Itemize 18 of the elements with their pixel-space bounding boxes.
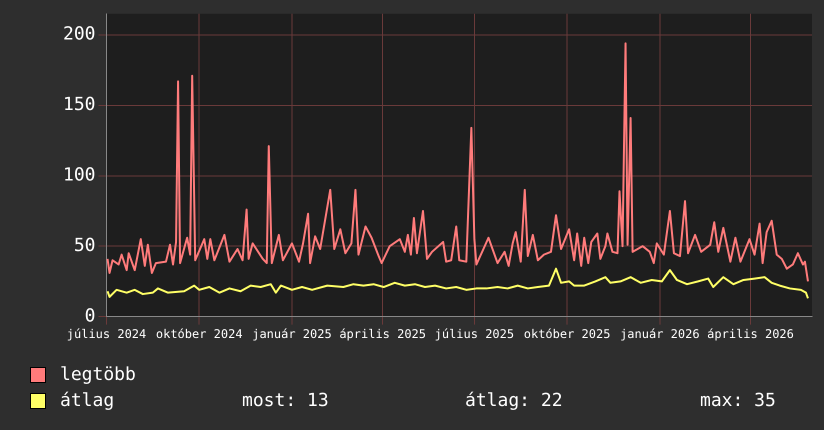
y-tick-label: 0 <box>84 305 96 326</box>
text: átlag: 22 <box>465 389 563 413</box>
legend-label: legtöbb <box>60 363 136 387</box>
text: max: 35 <box>700 389 776 413</box>
x-tick-label: október 2024 <box>156 326 243 341</box>
x-tick-label: április 2026 <box>707 326 794 341</box>
x-tick-label: április 2025 <box>339 326 426 341</box>
y-tick-label: 100 <box>62 164 96 186</box>
text: most: 13 <box>242 389 329 413</box>
y-tick-label: 50 <box>74 234 96 256</box>
legend-label: átlag <box>60 389 114 413</box>
x-tick-label: január 2026 <box>620 326 700 341</box>
y-tick-label: 200 <box>62 24 96 45</box>
x-tick-label: július 2025 <box>434 326 514 341</box>
y-tick-label: 150 <box>62 94 96 116</box>
x-tick-label: július 2024 <box>66 326 146 341</box>
x-tick-label: január 2025 <box>252 326 332 341</box>
x-tick-label: október 2025 <box>524 326 610 341</box>
